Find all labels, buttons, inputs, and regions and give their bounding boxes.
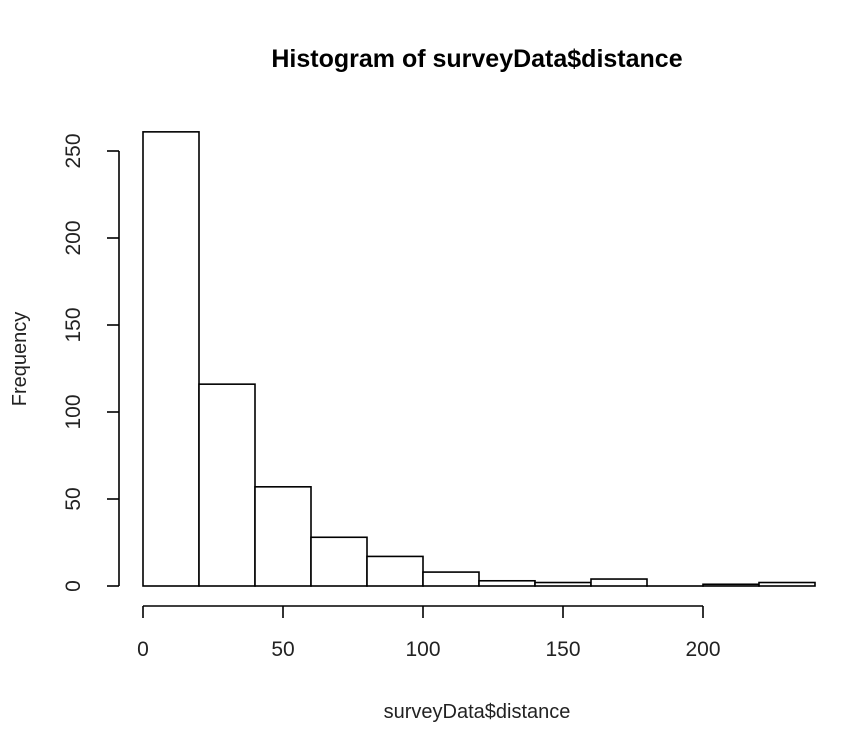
x-tick-label: 100 (405, 638, 440, 661)
bars-group (142, 131, 816, 587)
x-tick-label: 150 (545, 638, 580, 661)
y-tick-label: 0 (62, 580, 85, 592)
histogram-bar-60-80 (310, 536, 368, 587)
x-axis-label: surveyData$distance (384, 701, 571, 723)
y-tick-label: 100 (62, 394, 85, 429)
histogram-bar-20-40 (198, 383, 256, 587)
y-tick-label: 200 (62, 220, 85, 255)
histogram-bar-220-240 (758, 581, 816, 587)
x-tick-label: 200 (685, 638, 720, 661)
histogram-bar-80-100 (366, 555, 424, 587)
y-tick-label: 250 (62, 133, 85, 168)
y-axis-label: Frequency (9, 312, 31, 407)
chart-title: Histogram of surveyData$distance (271, 45, 682, 73)
x-axis: 0 50 100 150 200 (137, 605, 721, 661)
y-tick-label: 150 (62, 307, 85, 342)
y-tick-label: 50 (62, 487, 85, 510)
histogram-bar-0-20 (142, 131, 200, 587)
histogram-bar-140-160 (534, 581, 592, 587)
histogram-bar-200-220 (702, 583, 760, 587)
x-tick-label: 0 (137, 638, 149, 661)
histogram-bar-120-140 (478, 579, 536, 587)
histogram-bar-40-60 (254, 486, 312, 587)
histogram-bar-100-120 (422, 571, 480, 587)
y-axis: 0 50 100 150 200 250 (62, 133, 120, 592)
histogram-bar-160-180 (590, 578, 648, 587)
x-tick-label: 50 (271, 638, 294, 661)
